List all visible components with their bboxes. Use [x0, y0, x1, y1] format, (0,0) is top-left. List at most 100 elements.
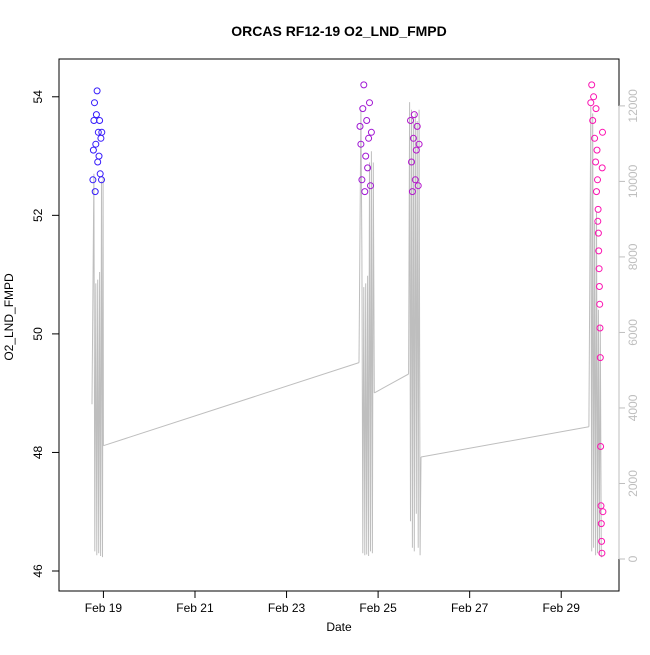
- data-point: [91, 99, 98, 107]
- data-point: [98, 176, 105, 184]
- data-point: [95, 152, 103, 160]
- x-axis-label: Date: [326, 620, 352, 634]
- series-rf14: [407, 111, 423, 196]
- y2-tick-label: 10000: [626, 164, 640, 198]
- altitude-line-segment-4: [408, 102, 422, 556]
- series-rf12: [89, 87, 106, 196]
- x-tick-label: Feb 19: [85, 601, 123, 615]
- data-point: [407, 117, 414, 124]
- y-axis-label: O2_LND_FMPD: [2, 273, 16, 361]
- data-points-layer: [89, 81, 607, 557]
- data-point: [594, 176, 601, 184]
- data-point: [597, 443, 605, 450]
- data-point: [363, 117, 371, 124]
- data-point: [94, 128, 102, 136]
- data-point: [599, 508, 607, 516]
- data-point: [96, 170, 104, 178]
- data-point: [89, 146, 97, 154]
- data-point: [594, 205, 602, 213]
- data-point: [98, 128, 106, 136]
- data-point: [598, 164, 606, 172]
- data-point: [93, 87, 101, 95]
- data-point: [593, 146, 601, 154]
- data-point: [97, 134, 105, 142]
- data-point: [590, 93, 598, 101]
- y2-tick-label: 8000: [626, 243, 640, 270]
- data-point: [596, 324, 604, 332]
- data-point: [595, 265, 603, 273]
- altitude-line-segment-5: [420, 426, 589, 458]
- data-point: [357, 140, 365, 148]
- data-point: [409, 134, 417, 142]
- x-tick-label: Feb 21: [176, 601, 214, 615]
- data-point: [413, 122, 421, 130]
- data-point: [593, 188, 600, 196]
- x-axis: Feb 19 Feb 21 Feb 23 Feb 25 Feb 27 Feb 29: [85, 590, 581, 615]
- data-point: [410, 111, 418, 119]
- data-point: [367, 182, 374, 190]
- chart-title: ORCAS RF12-19 O2_LND_FMPD: [231, 23, 447, 39]
- data-point: [358, 176, 366, 184]
- y2-tick-label: 4000: [626, 394, 640, 421]
- y-tick-label: 52: [31, 208, 45, 222]
- x-tick-label: Feb 25: [359, 601, 397, 615]
- altitude-line-segment-6: [588, 105, 603, 558]
- data-point: [415, 140, 423, 148]
- data-point: [596, 354, 604, 362]
- y2-tick-label: 6000: [626, 319, 640, 346]
- altitude-line-segment-0: [91, 173, 104, 558]
- data-point: [598, 537, 606, 545]
- y2-tick-label: 2000: [626, 470, 640, 497]
- data-point: [92, 140, 100, 148]
- data-point: [365, 134, 373, 142]
- data-point: [362, 152, 370, 160]
- y-tick-label: 46: [31, 564, 45, 578]
- data-point: [92, 111, 100, 119]
- data-point: [589, 117, 597, 124]
- data-point: [596, 300, 604, 308]
- data-point: [361, 188, 369, 196]
- altitude-line-segment-3: [374, 373, 409, 394]
- y-tick-label: 48: [31, 445, 45, 459]
- data-point: [595, 283, 603, 290]
- data-point: [412, 146, 420, 154]
- y-tick-label: 54: [31, 90, 45, 104]
- data-point: [367, 128, 375, 136]
- data-point: [592, 105, 600, 113]
- data-point: [592, 158, 600, 166]
- data-point: [364, 164, 372, 172]
- data-point: [408, 158, 415, 166]
- y2-tick-label: 0: [626, 555, 640, 562]
- x-tick-label: Feb 29: [543, 601, 581, 615]
- secondary-y-axis: 0 2000 4000 6000 8000 10000 12000: [618, 89, 640, 562]
- data-point: [356, 122, 364, 130]
- data-point: [89, 176, 97, 184]
- data-point: [411, 176, 419, 184]
- data-point: [594, 229, 602, 237]
- data-point: [90, 117, 98, 124]
- series-rf13: [356, 81, 375, 196]
- plot-frame: [58, 58, 620, 592]
- data-point: [91, 188, 99, 196]
- y-axis: 46 48 50 52 54: [31, 90, 60, 578]
- data-point: [414, 182, 422, 190]
- x-tick-label: Feb 23: [268, 601, 306, 615]
- data-point: [595, 247, 603, 255]
- x-tick-label: Feb 27: [451, 601, 489, 615]
- data-point: [94, 158, 102, 166]
- series-rf15: [587, 81, 607, 557]
- data-point: [366, 99, 373, 107]
- data-point: [360, 81, 368, 89]
- altitude-line-segment-1: [103, 362, 360, 447]
- data-point: [591, 134, 599, 142]
- data-point: [598, 549, 606, 557]
- altitude-line-segment-2: [358, 109, 375, 557]
- data-point: [408, 188, 416, 196]
- altitude-line-layer: [91, 102, 603, 558]
- y-tick-label: 50: [31, 327, 45, 341]
- data-point: [599, 128, 606, 136]
- data-point: [597, 520, 605, 528]
- data-point: [96, 117, 104, 124]
